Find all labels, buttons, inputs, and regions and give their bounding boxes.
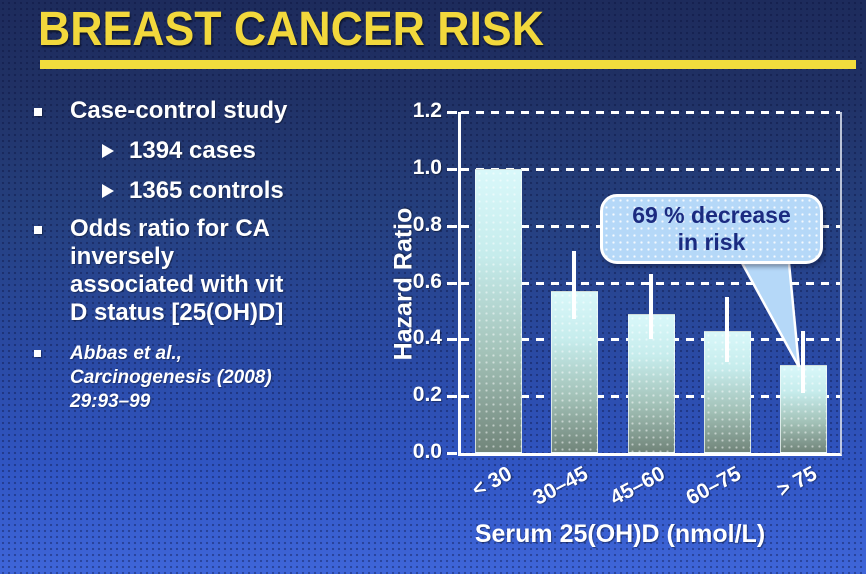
error-bar-5 (801, 330, 805, 394)
square-bullet-icon (34, 226, 42, 234)
error-bar-3 (649, 273, 653, 340)
arrow-bullet-icon (102, 144, 114, 158)
y-tick-label: 0.2 (412, 383, 442, 407)
y-axis-tick (447, 395, 457, 399)
gridline (461, 111, 840, 114)
error-bar-2 (572, 251, 576, 320)
y-axis-tick (447, 224, 457, 228)
x-axis-title: Serum 25(OH)D (nmol/L) (474, 520, 766, 548)
y-axis-tick (447, 338, 457, 342)
bullet-item-odds-ratio: Odds ratio for CA inversely associated w… (28, 215, 373, 327)
chart-plot-area (458, 111, 842, 456)
y-tick-label: 1.2 (412, 99, 442, 122)
citation-text: Abbas et al., Carcinogenesis (2008) 29:9… (70, 343, 272, 412)
sub-bullet-controls: 1365 controls (102, 177, 373, 205)
y-tick-label: 0.6 (412, 269, 442, 293)
x-tick-label: 60–75 (682, 462, 745, 510)
gridline (461, 167, 840, 171)
bullet-list: Case-control study 1394 cases 1365 contr… (28, 97, 373, 414)
callout-text: 69 % decrease in risk (632, 202, 791, 255)
bullet-item-study: Case-control study (28, 97, 373, 125)
y-tick-label: 1.0 (412, 155, 442, 179)
square-bullet-icon (34, 350, 41, 357)
bar-2 (551, 291, 598, 453)
x-tick-label: 45–60 (606, 462, 669, 510)
bullet-text: Odds ratio for CA inversely associated w… (70, 215, 284, 326)
bar-1 (475, 168, 522, 453)
arrow-bullet-icon (102, 184, 114, 198)
page-title: BREAST CANCER RISK (38, 3, 544, 56)
x-tick-label: < 30 (468, 462, 516, 502)
sub-bullet-cases: 1394 cases (102, 137, 373, 165)
x-tick-label: 30–45 (529, 462, 592, 510)
bullet-text: Case-control study (70, 97, 288, 124)
error-bar-4 (725, 296, 729, 363)
title-underline (40, 60, 856, 69)
sub-bullet-text: 1365 controls (129, 177, 284, 204)
y-axis-tick (447, 452, 457, 455)
sub-bullet-text: 1394 cases (129, 137, 256, 164)
y-axis-tick (447, 111, 457, 114)
y-axis-tick (447, 167, 457, 171)
bullet-item-citation: Abbas et al., Carcinogenesis (2008) 29:9… (28, 342, 373, 414)
x-tick-label: > 75 (773, 462, 821, 502)
y-tick-label: 0.8 (412, 212, 442, 236)
square-bullet-icon (34, 108, 42, 116)
y-tick-label: 0.0 (412, 440, 442, 463)
callout-bubble: 69 % decrease in risk (600, 194, 823, 264)
y-axis-tick (447, 281, 457, 285)
y-tick-label: 0.4 (412, 326, 442, 350)
